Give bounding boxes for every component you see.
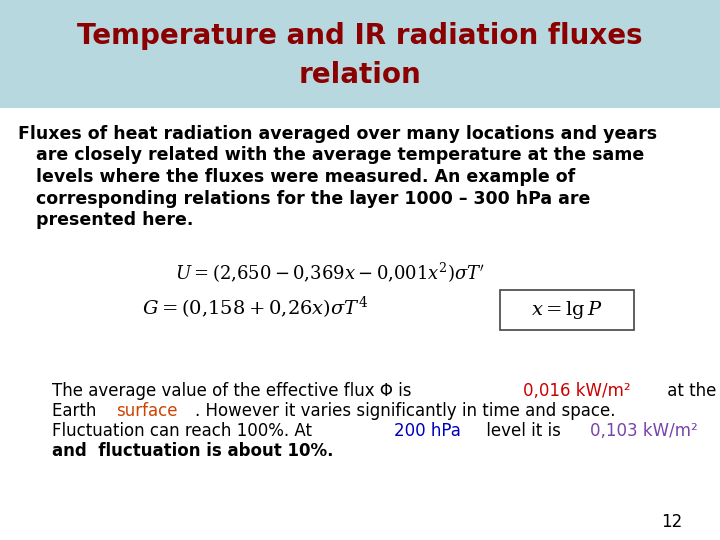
Text: Fluctuation can reach 100%. At: Fluctuation can reach 100%. At: [52, 422, 318, 440]
Text: at the: at the: [662, 382, 716, 400]
Text: . However it varies significantly in time and space.: . However it varies significantly in tim…: [195, 402, 616, 420]
Text: 0,016 kW/m²: 0,016 kW/m²: [523, 382, 630, 400]
Text: relation: relation: [299, 61, 421, 89]
Text: $x = \lg P$: $x = \lg P$: [531, 299, 603, 321]
Text: $U = \left(2{,}650-0{,}369x-0{,}001x^2\right)\sigma T^{\prime}$: $U = \left(2{,}650-0{,}369x-0{,}001x^2\r…: [175, 261, 485, 285]
Text: 0,103 kW/m²: 0,103 kW/m²: [590, 422, 698, 440]
Text: 12: 12: [662, 513, 683, 531]
Text: level it is: level it is: [480, 422, 566, 440]
Text: Earth: Earth: [52, 402, 102, 420]
Text: Fluxes of heat radiation averaged over many locations and years: Fluxes of heat radiation averaged over m…: [18, 125, 657, 143]
Text: and  fluctuation is about 10%.: and fluctuation is about 10%.: [52, 442, 333, 460]
Text: 200 hPa: 200 hPa: [395, 422, 461, 440]
FancyBboxPatch shape: [500, 290, 634, 330]
Text: corresponding relations for the layer 1000 – 300 hPa are: corresponding relations for the layer 10…: [18, 190, 590, 207]
Text: surface: surface: [116, 402, 178, 420]
Text: The average value of the effective flux Φ is: The average value of the effective flux …: [52, 382, 417, 400]
Text: Temperature and IR radiation fluxes: Temperature and IR radiation fluxes: [77, 22, 643, 50]
Text: $G = \left(0{,}158+0{,}26x\right)\sigma T^4$: $G = \left(0{,}158+0{,}26x\right)\sigma …: [142, 295, 368, 321]
Text: levels where the fluxes were measured. An example of: levels where the fluxes were measured. A…: [18, 168, 575, 186]
Text: are closely related with the average temperature at the same: are closely related with the average tem…: [18, 146, 644, 165]
FancyBboxPatch shape: [0, 0, 720, 108]
Text: presented here.: presented here.: [18, 211, 194, 229]
